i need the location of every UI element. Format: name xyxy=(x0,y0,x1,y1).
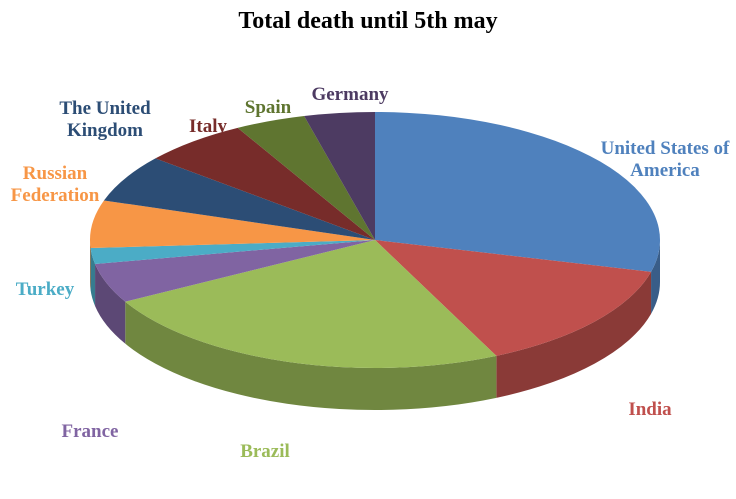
slice-side xyxy=(496,271,652,398)
slice xyxy=(375,112,661,272)
slice xyxy=(304,112,375,240)
slice-label: Turkey xyxy=(15,279,75,300)
slice-side xyxy=(651,240,660,314)
slice-label: Italy xyxy=(189,116,227,137)
chart-title: Total death until 5th may xyxy=(238,8,498,34)
slice xyxy=(103,158,376,240)
slice-label: Brazil xyxy=(240,441,290,462)
slice-label: United States of America xyxy=(600,138,730,181)
slice xyxy=(237,116,375,240)
slice xyxy=(90,200,375,249)
slice-side xyxy=(90,240,91,291)
slice-label: Spain xyxy=(244,97,292,118)
slice xyxy=(125,240,497,368)
slice xyxy=(155,127,375,240)
slice-label: The United Kingdom xyxy=(59,98,151,141)
slice-side xyxy=(95,263,126,344)
slice xyxy=(375,240,652,356)
slice-label: Germany xyxy=(311,84,389,105)
slice-label: India xyxy=(628,399,672,420)
slice-label: France xyxy=(61,421,119,442)
slice xyxy=(90,240,376,264)
slice-side xyxy=(90,248,96,306)
slice-side xyxy=(125,301,497,410)
slice-label: Russian Federation xyxy=(10,163,100,206)
slice xyxy=(95,240,376,302)
